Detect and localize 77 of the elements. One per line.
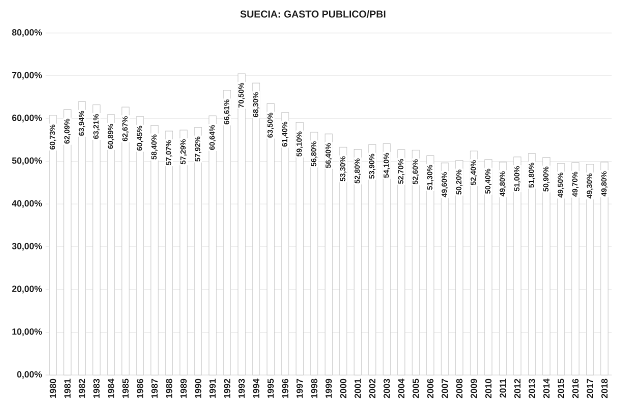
x-tick-label: 1983 [93,378,100,398]
bar [542,157,550,376]
x-tick-label: 2017 [586,378,594,398]
bar [296,122,304,376]
x-tick-label: 1991 [209,378,216,398]
bar [252,82,260,376]
x-tick-label: 1993 [238,378,245,398]
bar [513,156,522,376]
x-tick-label: 2013 [528,378,536,398]
bar [208,115,217,376]
y-tick-label: 30,00% [12,242,42,251]
x-tick-label: 1997 [296,378,303,398]
bar [556,163,565,376]
y-tick-label: 50,00% [12,157,42,166]
x-tick-label: 1998 [311,378,318,398]
bar [223,90,232,376]
bar [122,106,130,376]
y-tick-label: 80,00% [12,29,42,37]
x-tick-label: 1980 [50,378,56,398]
bar [78,101,86,376]
x-tick-label: 2000 [340,378,346,398]
bar [136,116,144,376]
x-tick-label: 1988 [166,378,172,398]
bar [194,127,202,376]
bar [484,159,492,376]
bar [440,162,449,376]
x-tick-label: 2011 [500,378,506,398]
x-tick-label: 1987 [151,378,158,398]
y-tick-label: 70,00% [12,72,42,80]
x-tick-label: 2007 [442,378,448,398]
x-tick-label: 2014 [543,378,550,398]
x-tick-label: 2016 [572,378,579,398]
x-tick-label: 2006 [427,378,434,398]
x-tick-label: 2012 [514,378,521,398]
x-tick-label: 2010 [485,378,492,398]
x-tick-label: 1984 [108,378,114,398]
y-tick-label: 10,00% [12,328,42,336]
bar [49,115,57,376]
bar [498,162,507,376]
y-tick-label: 0,00% [17,371,42,379]
x-tick-label: 2018 [601,378,608,398]
bar [281,112,290,376]
bar [470,150,478,376]
bar [150,125,158,376]
x-tick-label: 2002 [369,378,376,398]
y-tick-label: 20,00% [12,286,42,294]
x-tick-label: 1986 [136,378,144,398]
bar [107,114,115,376]
x-tick-label: 1999 [326,378,332,398]
x-tick-label: 2015 [558,378,564,398]
x-tick-label: 1989 [180,378,187,398]
x-tick-label: 1995 [267,378,274,398]
x-tick-label: 2005 [412,378,419,398]
bar [92,104,100,376]
bar [64,109,72,376]
bar [180,130,188,376]
bar [165,130,173,376]
x-tick-label: 1990 [194,378,202,398]
x-tick-label: 2003 [384,378,390,398]
x-tick-label: 1996 [282,378,288,398]
x-tick-label: 2001 [354,378,361,398]
bar [310,132,318,376]
x-tick-label: 1992 [224,378,230,398]
x-tick-label: 2008 [456,378,462,398]
x-tick-label: 2004 [398,378,404,398]
bar [455,160,464,376]
bar [266,103,275,376]
x-tick-label: 1981 [64,378,71,398]
x-tick-label: 1994 [252,378,260,398]
chart-title: SUECIA: GASTO PUBLICO/PBI [240,10,386,18]
x-tick-label: 2009 [470,378,478,398]
bar [528,153,536,376]
x-tick-label: 1985 [122,378,129,398]
x-tick-label: 1982 [78,378,86,398]
y-tick-label: 60,00% [12,114,42,122]
y-tick-label: 40,00% [12,200,42,208]
bar [238,73,246,376]
